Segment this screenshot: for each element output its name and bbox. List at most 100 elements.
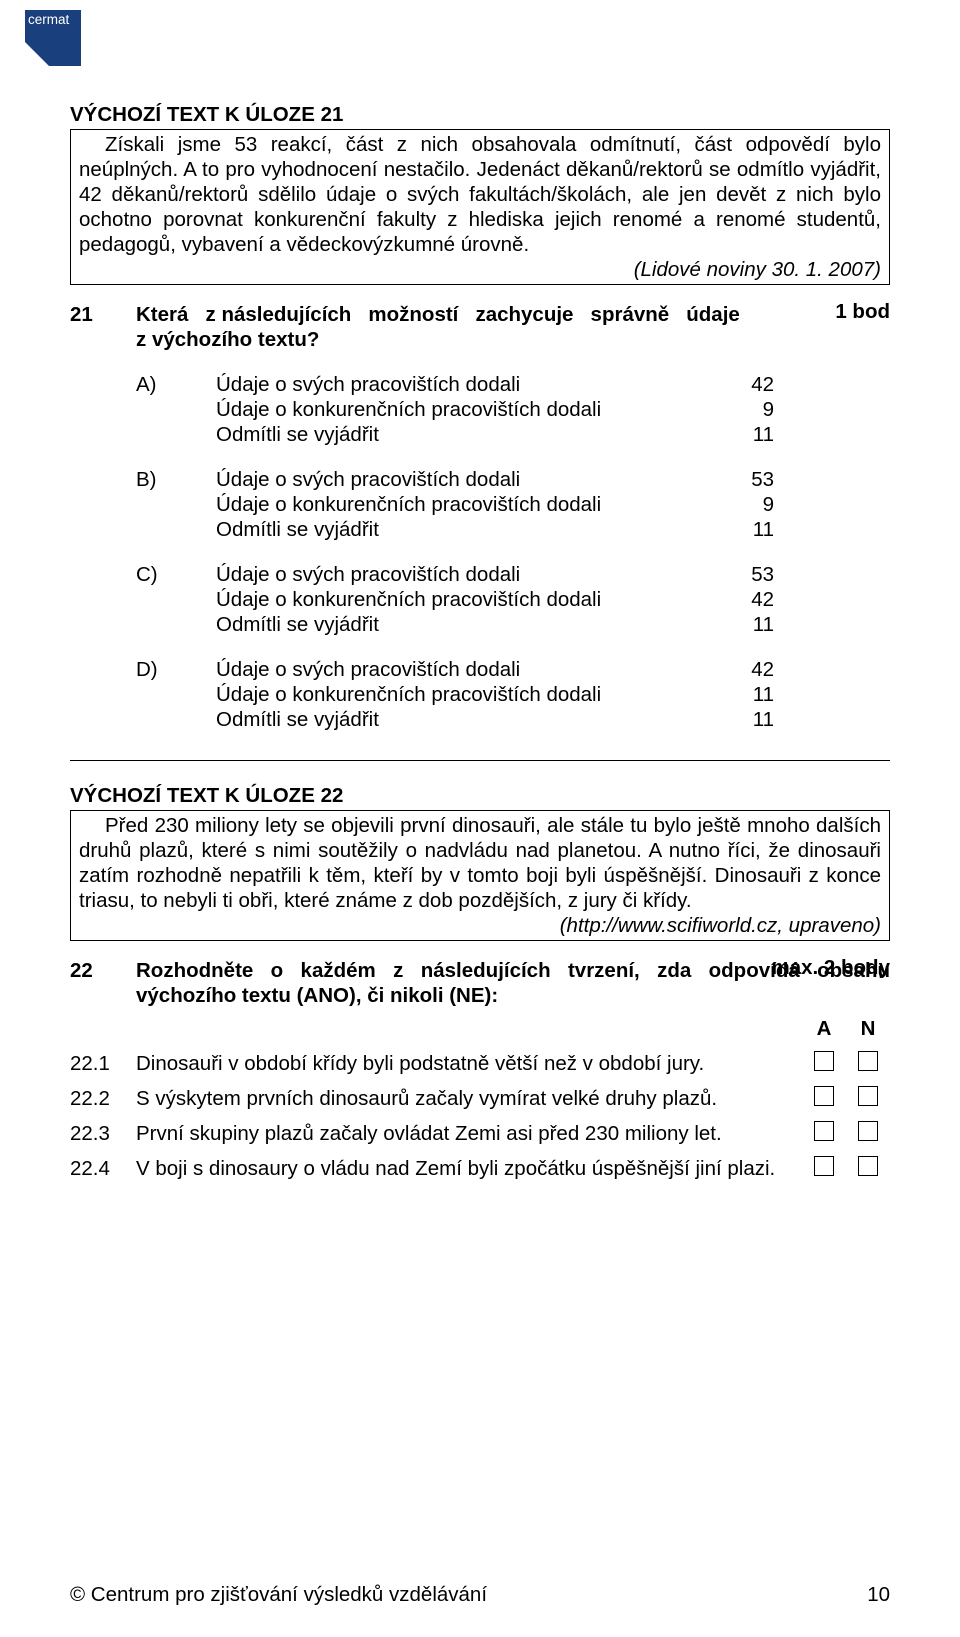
- option-lines: Údaje o svých pracovištích dodali53Údaje…: [216, 562, 890, 637]
- section-21-body: Získali jsme 53 reakcí, část z nich obsa…: [79, 132, 881, 257]
- option-line: Údaje o svých pracovištích dodali53: [216, 562, 890, 587]
- option-line: Odmítli se vyjádřit11: [216, 517, 890, 542]
- section-22-box: Před 230 miliony lety se objevili první …: [70, 810, 890, 941]
- option-line: Údaje o konkurenčních pracovištích dodal…: [216, 587, 890, 612]
- q21-question: Která z následujících možností zachycuje…: [136, 302, 890, 352]
- checkbox[interactable]: [814, 1086, 834, 1106]
- sub-number: 22.3: [70, 1121, 136, 1146]
- q21-question-line1: Která z následujících možností zachycuje…: [136, 303, 740, 326]
- option-text: Údaje o svých pracovištích dodali: [216, 372, 734, 397]
- option-text: Odmítli se vyjádřit: [216, 612, 734, 637]
- q21-question-line2: z výchozího textu?: [136, 328, 319, 351]
- q22-subs: 22.1Dinosauři v období křídy byli podsta…: [70, 1051, 890, 1181]
- sub-text: S výskytem prvních dinosaurů začaly vymí…: [136, 1086, 802, 1111]
- checkbox-cell-n: [846, 1156, 890, 1176]
- footer: © Centrum pro zjišťování výsledků vzdělá…: [70, 1582, 890, 1607]
- checkbox[interactable]: [858, 1121, 878, 1141]
- option-text: Odmítli se vyjádřit: [216, 422, 734, 447]
- section-21-box: Získali jsme 53 reakcí, část z nich obsa…: [70, 129, 890, 285]
- checkbox[interactable]: [858, 1086, 878, 1106]
- option-value: 42: [734, 657, 890, 682]
- checkbox[interactable]: [814, 1051, 834, 1071]
- option-line: Údaje o konkurenčních pracovištích dodal…: [216, 397, 890, 422]
- sub-number: 22.2: [70, 1086, 136, 1111]
- q22-sub-row: 22.3První skupiny plazů začaly ovládat Z…: [70, 1121, 890, 1146]
- option-line: Odmítli se vyjádřit11: [216, 422, 890, 447]
- option-value: 9: [734, 492, 890, 517]
- separator: [70, 760, 890, 761]
- option-value: 11: [734, 682, 890, 707]
- checkbox-cell-n: [846, 1121, 890, 1141]
- option-letter: B): [136, 467, 216, 542]
- q22-question-row: 22 Rozhodněte o každém z následujících t…: [70, 958, 890, 1008]
- option-value: 11: [734, 612, 890, 637]
- option-line: Údaje o konkurenčních pracovištích dodal…: [216, 682, 890, 707]
- section-22-body: Před 230 miliony lety se objevili první …: [79, 813, 881, 913]
- sub-text: Dinosauři v období křídy byli podstatně …: [136, 1051, 802, 1076]
- option-value: 9: [734, 397, 890, 422]
- option-lines: Údaje o svých pracovištích dodali42Údaje…: [216, 372, 890, 447]
- option-line: Odmítli se vyjádřit11: [216, 707, 890, 732]
- option-text: Údaje o svých pracovištích dodali: [216, 467, 734, 492]
- q22-sub-row: 22.4V boji s dinosaury o vládu nad Zemí …: [70, 1156, 890, 1181]
- sub-number: 22.4: [70, 1156, 136, 1181]
- col-n: N: [846, 1016, 890, 1041]
- checkbox[interactable]: [858, 1051, 878, 1071]
- option-line: Údaje o svých pracovištích dodali42: [216, 657, 890, 682]
- option-text: Údaje o svých pracovištích dodali: [216, 657, 734, 682]
- section-22-title: VÝCHOZÍ TEXT K ÚLOZE 22: [70, 783, 890, 808]
- checkbox-cell-a: [802, 1121, 846, 1141]
- q21-option: D)Údaje o svých pracovištích dodali42Úda…: [70, 657, 890, 732]
- checkbox[interactable]: [858, 1156, 878, 1176]
- option-line: Odmítli se vyjádřit11: [216, 612, 890, 637]
- checkbox[interactable]: [814, 1121, 834, 1141]
- sub-text: První skupiny plazů začaly ovládat Zemi …: [136, 1121, 802, 1146]
- option-text: Údaje o konkurenčních pracovištích dodal…: [216, 587, 734, 612]
- option-line: Údaje o konkurenčních pracovištích dodal…: [216, 492, 890, 517]
- option-value: 11: [734, 707, 890, 732]
- q22-number: 22: [70, 958, 136, 983]
- option-lines: Údaje o svých pracovištích dodali42Údaje…: [216, 657, 890, 732]
- cermat-logo: cermat: [25, 10, 81, 66]
- option-value: 53: [734, 467, 890, 492]
- option-text: Údaje o konkurenčních pracovištích dodal…: [216, 397, 734, 422]
- checkbox-cell-a: [802, 1086, 846, 1106]
- page: cermat VÝCHOZÍ TEXT K ÚLOZE 21 Získali j…: [0, 0, 960, 1637]
- option-letter: A): [136, 372, 216, 447]
- section-22-source: (http://www.scifiworld.cz, upraveno): [79, 913, 881, 938]
- option-line: Údaje o svých pracovištích dodali42: [216, 372, 890, 397]
- option-letter: C): [136, 562, 216, 637]
- checkbox-cell-n: [846, 1086, 890, 1106]
- option-text: Odmítli se vyjádřit: [216, 517, 734, 542]
- q22-sub-row: 22.1Dinosauři v období křídy byli podsta…: [70, 1051, 890, 1076]
- option-value: 11: [734, 422, 890, 447]
- sub-text: V boji s dinosaury o vládu nad Zemí byli…: [136, 1156, 802, 1181]
- logo-triangle-icon: [25, 42, 49, 66]
- sub-number: 22.1: [70, 1051, 136, 1076]
- section-21-title: VÝCHOZÍ TEXT K ÚLOZE 21: [70, 102, 890, 127]
- option-value: 42: [734, 372, 890, 397]
- option-letter: D): [136, 657, 216, 732]
- col-a: A: [802, 1016, 846, 1041]
- option-lines: Údaje o svých pracovištích dodali53Údaje…: [216, 467, 890, 542]
- option-value: 11: [734, 517, 890, 542]
- footer-left: © Centrum pro zjišťování výsledků vzdělá…: [70, 1582, 487, 1607]
- checkbox-cell-a: [802, 1156, 846, 1176]
- option-text: Odmítli se vyjádřit: [216, 707, 734, 732]
- option-text: Údaje o konkurenčních pracovištích dodal…: [216, 682, 734, 707]
- section-21-source: (Lidové noviny 30. 1. 2007): [79, 257, 881, 282]
- q22-sub-row: 22.2S výskytem prvních dinosaurů začaly …: [70, 1086, 890, 1111]
- q21-options: A)Údaje o svých pracovištích dodali42Úda…: [70, 372, 890, 732]
- q22-question: Rozhodněte o každém z následujících tvrz…: [136, 958, 890, 1008]
- q21-option: A)Údaje o svých pracovištích dodali42Úda…: [70, 372, 890, 447]
- q21-option: B)Údaje o svých pracovištích dodali53Úda…: [70, 467, 890, 542]
- option-text: Údaje o svých pracovištích dodali: [216, 562, 734, 587]
- q21-number: 21: [70, 302, 136, 327]
- checkbox-cell-n: [846, 1051, 890, 1071]
- q22-an-header: A N: [70, 1016, 890, 1041]
- option-text: Údaje o konkurenčních pracovištích dodal…: [216, 492, 734, 517]
- q21-question-row: 21 Která z následujících možností zachyc…: [70, 302, 890, 352]
- option-value: 42: [734, 587, 890, 612]
- checkbox-cell-a: [802, 1051, 846, 1071]
- checkbox[interactable]: [814, 1156, 834, 1176]
